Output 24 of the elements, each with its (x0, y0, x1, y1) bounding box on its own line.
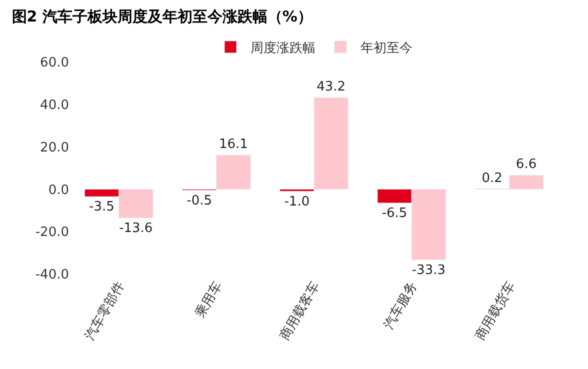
x-tick-label: 汽车零部件 (82, 279, 128, 344)
x-tick-label: 商用载客车 (276, 278, 324, 344)
data-label: -0.5 (186, 193, 212, 208)
y-tick-label: -40.0 (35, 268, 69, 283)
data-label: 6.6 (516, 157, 537, 172)
data-label: -33.3 (412, 262, 446, 278)
x-tick-label: 商用载货车 (472, 279, 518, 344)
data-label: 0.2 (482, 170, 502, 186)
y-tick-label: 0.0 (48, 182, 69, 198)
legend-label: 年初至今 (360, 41, 412, 56)
x-tick-label: 汽车服务 (382, 279, 421, 332)
y-tick-label: 40.0 (40, 98, 69, 113)
x-tick-label: 乘用车 (193, 279, 226, 321)
data-label: -3.5 (89, 200, 114, 215)
chart-title: 图2 汽车子板块周度及年初至今涨跌幅（%） (12, 8, 312, 26)
y-tick-label: 20.0 (40, 140, 69, 156)
y-tick-label: 60.0 (40, 56, 69, 71)
y-tick-label: -20.0 (35, 225, 69, 240)
legend-label: 周度涨跌幅 (250, 40, 316, 56)
data-label: -1.0 (284, 194, 310, 210)
data-label: -13.6 (119, 221, 153, 236)
data-label: 43.2 (316, 80, 346, 95)
data-label: -6.5 (382, 206, 408, 221)
data-label: 16.1 (219, 137, 248, 152)
